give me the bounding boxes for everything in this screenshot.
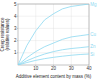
axes: 10 20 30 40 1 2 3 4 5 xyxy=(14,2,92,72)
chart: 10 20 30 40 1 2 3 4 5 Additive element content by… xyxy=(0,0,100,79)
tick-label-y: 4 xyxy=(14,14,17,19)
tick-y xyxy=(17,16,18,17)
tick-label-x: 10 xyxy=(33,66,39,71)
line-series xyxy=(18,47,89,65)
line-labels: Mg Cu Zn Si xyxy=(90,2,97,57)
tick-label-y: 5 xyxy=(14,2,17,7)
plot-frame xyxy=(18,4,89,65)
y-axis-label: Creep resistance(relative values) xyxy=(0,17,10,52)
x-axis-label: Additive element content by mass (%) xyxy=(16,74,92,79)
line-end-label: Si xyxy=(90,52,94,57)
grid-line-x xyxy=(71,4,72,65)
grid-line-y xyxy=(18,28,89,29)
tick-y xyxy=(17,52,18,53)
tick-label-x: 30 xyxy=(69,66,75,71)
line-end-label: Zn xyxy=(90,44,96,49)
line-series xyxy=(18,4,89,65)
line-series xyxy=(18,35,89,66)
grid-line-y xyxy=(18,16,89,17)
tick-label-y: 3 xyxy=(14,26,17,31)
grid xyxy=(18,4,89,65)
tick-label-x: 40 xyxy=(86,66,92,71)
line-end-label: Mg xyxy=(90,2,97,7)
tick-y xyxy=(17,28,18,29)
plot-area xyxy=(18,4,89,65)
tick-label-x: 20 xyxy=(51,66,57,71)
tick-label-y: 2 xyxy=(14,38,17,43)
grid-line-y xyxy=(18,52,89,53)
line-end-label: Cu xyxy=(90,32,96,37)
line-series xyxy=(18,54,89,65)
grid-line-y xyxy=(18,40,89,41)
tick-label-y: 1 xyxy=(14,50,17,55)
grid-line-x xyxy=(35,4,36,65)
tick-y xyxy=(17,40,18,41)
tick-y xyxy=(17,4,18,5)
